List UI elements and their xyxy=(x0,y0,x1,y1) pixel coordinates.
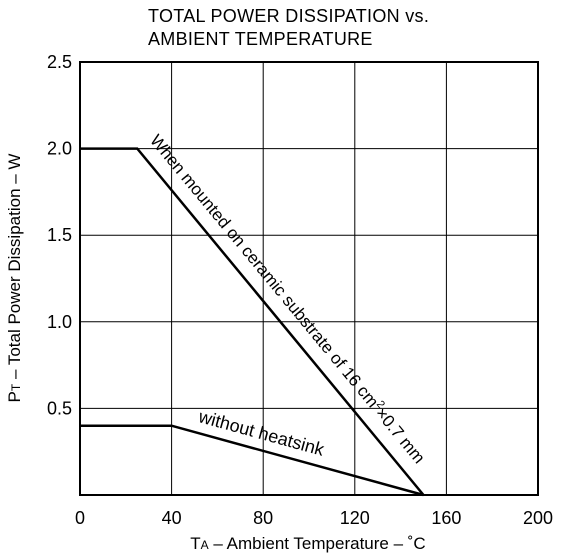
x-tick-label: 80 xyxy=(253,508,273,528)
series-line-ceramic-substrate xyxy=(80,147,425,496)
y-tick-label: 2.0 xyxy=(47,139,72,159)
y-tick-label: 1.5 xyxy=(47,225,72,245)
x-tick-label: 0 xyxy=(75,508,85,528)
plot-frame xyxy=(79,61,539,496)
x-tick-label: 40 xyxy=(162,508,182,528)
y-axis-label: PT – Total Power Dissipation – W xyxy=(5,154,24,403)
x-tick-label: 120 xyxy=(340,508,370,528)
y-tick-label: 2.5 xyxy=(47,52,72,72)
x-tick-label: 200 xyxy=(523,508,553,528)
chart-title-line-2: AMBIENT TEMPERATURE xyxy=(148,29,373,49)
series-label-without-heatsink: without heatsink xyxy=(196,406,328,460)
series-label-ceramic-substrate: When mounted on ceramic substrate of 16 … xyxy=(146,130,429,467)
y-tick-label: 0.5 xyxy=(47,398,72,418)
chart-title-line-1: TOTAL POWER DISSIPATION vs. xyxy=(148,6,430,26)
x-tick-label: 160 xyxy=(431,508,461,528)
series-line-without-heatsink xyxy=(80,424,424,497)
y-tick-label: 1.0 xyxy=(47,312,72,332)
x-axis-label: TA – Ambient Temperature – ˚C xyxy=(190,534,425,553)
